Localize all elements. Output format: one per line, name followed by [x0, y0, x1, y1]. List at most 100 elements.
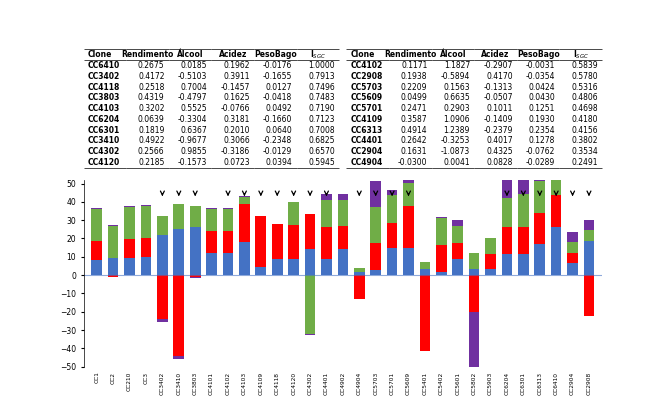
Bar — [304, 334, 315, 335]
Bar — [419, 275, 430, 351]
Bar — [304, 214, 315, 248]
Bar — [551, 195, 561, 227]
Bar — [452, 220, 463, 226]
Bar — [485, 239, 496, 254]
Bar — [108, 258, 118, 275]
Bar — [583, 230, 594, 241]
Bar — [173, 229, 184, 275]
Bar — [173, 356, 184, 359]
Bar — [256, 215, 266, 267]
Bar — [583, 241, 594, 275]
Bar — [469, 312, 480, 374]
Bar — [551, 227, 561, 275]
Bar — [567, 242, 578, 253]
Bar — [502, 177, 512, 198]
Bar — [140, 257, 151, 275]
Bar — [190, 206, 201, 227]
Bar — [321, 259, 332, 275]
Bar — [206, 253, 217, 275]
Bar — [485, 238, 496, 239]
Bar — [108, 275, 118, 277]
Bar — [272, 224, 282, 259]
Bar — [124, 258, 135, 275]
Bar — [288, 202, 299, 225]
Bar — [108, 226, 118, 258]
Bar — [403, 176, 414, 183]
Bar — [92, 209, 102, 241]
Bar — [403, 248, 414, 275]
Bar — [223, 208, 233, 209]
Bar — [190, 227, 201, 275]
Bar — [403, 183, 414, 206]
Bar — [535, 181, 545, 213]
Bar — [239, 204, 250, 242]
Bar — [190, 275, 201, 277]
Bar — [518, 173, 529, 194]
Bar — [535, 171, 545, 181]
Bar — [92, 260, 102, 275]
Bar — [518, 227, 529, 254]
Bar — [338, 248, 348, 275]
Bar — [157, 235, 168, 275]
Bar — [387, 223, 397, 248]
Bar — [124, 239, 135, 258]
Bar — [354, 272, 365, 275]
Bar — [223, 209, 233, 231]
Bar — [321, 194, 332, 200]
Bar — [304, 275, 315, 334]
Bar — [206, 209, 217, 231]
Bar — [518, 254, 529, 275]
Bar — [387, 190, 397, 195]
Bar — [551, 131, 561, 164]
Bar — [502, 254, 512, 275]
Bar — [338, 226, 348, 248]
Bar — [403, 206, 414, 248]
Bar — [288, 225, 299, 259]
Bar — [452, 226, 463, 243]
Bar — [304, 248, 315, 275]
Bar — [436, 245, 447, 272]
Bar — [452, 243, 463, 259]
Bar — [173, 275, 184, 356]
Bar — [583, 220, 594, 230]
Bar — [157, 216, 168, 235]
Bar — [239, 242, 250, 275]
Bar — [452, 259, 463, 275]
Bar — [567, 253, 578, 263]
Bar — [419, 262, 430, 269]
Bar — [485, 254, 496, 269]
Bar — [485, 269, 496, 275]
Bar — [190, 277, 201, 278]
Bar — [567, 232, 578, 242]
Bar — [502, 198, 512, 227]
Bar — [321, 200, 332, 227]
Bar — [469, 253, 480, 269]
Bar — [469, 275, 480, 312]
Bar — [354, 275, 365, 299]
Bar — [387, 195, 397, 223]
Bar — [223, 231, 233, 253]
Bar — [371, 181, 381, 207]
Bar — [272, 259, 282, 275]
Bar — [206, 231, 217, 253]
Bar — [371, 243, 381, 269]
Bar — [371, 269, 381, 275]
Bar — [436, 272, 447, 275]
Bar — [583, 275, 594, 316]
Bar — [157, 319, 168, 322]
Bar — [502, 227, 512, 254]
Bar — [256, 267, 266, 275]
Bar — [436, 218, 447, 245]
Bar — [124, 206, 135, 207]
Bar — [535, 244, 545, 275]
Bar — [239, 197, 250, 204]
Bar — [223, 253, 233, 275]
Bar — [92, 208, 102, 209]
Bar — [157, 275, 168, 319]
Bar — [419, 269, 430, 275]
Bar — [140, 239, 151, 257]
Bar — [469, 269, 480, 275]
Bar — [206, 208, 217, 209]
Bar — [173, 204, 184, 229]
Bar — [551, 164, 561, 195]
